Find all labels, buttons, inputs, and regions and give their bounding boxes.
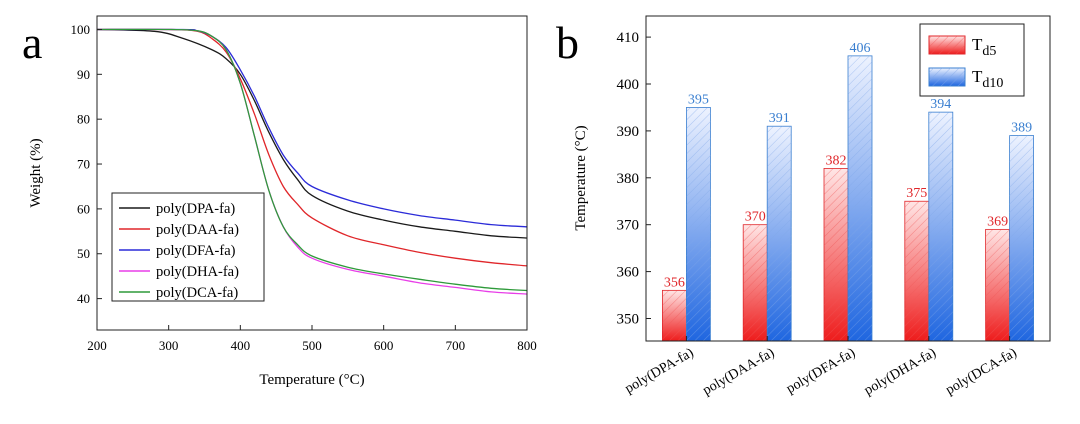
tga-y-tick-label: 100 xyxy=(71,22,91,37)
tga-y-tick-label: 90 xyxy=(77,67,90,82)
tga-series-line-0 xyxy=(96,28,528,239)
bar-hatch-td10-2 xyxy=(848,55,872,341)
bar-value-label-td5-3: 375 xyxy=(906,186,927,201)
bar-hatch-td5-4 xyxy=(985,229,1010,341)
bar-value-label-td10-3: 394 xyxy=(930,97,951,112)
tga-x-tick-label: 500 xyxy=(302,338,322,353)
tga-series-line-4 xyxy=(96,28,528,292)
tga-x-tick-label: 300 xyxy=(159,338,179,353)
tga-y-axis-label: Weight (%) xyxy=(28,138,44,207)
td-x-category-label: poly(DAA-fa) xyxy=(700,345,777,398)
tga-x-tick-label: 800 xyxy=(517,338,537,353)
td-y-axis-label: Temperature (°C) xyxy=(573,125,589,230)
legend-swatch-td10-hatch xyxy=(929,68,965,86)
bar-value-label-td5-0: 356 xyxy=(664,275,685,290)
td-x-category-label: poly(DPA-fa) xyxy=(623,345,697,396)
tga-y-tick-label: 60 xyxy=(77,201,90,216)
td-bar-chart: 356 395 370 391 382 406 375 394 369 389 350 360 370… xyxy=(573,15,1051,399)
bar-value-label-td5-1: 370 xyxy=(745,210,766,225)
bar-value-label-td10-1: 391 xyxy=(769,111,790,126)
td-x-category-label: poly(DCA-fa) xyxy=(943,345,1019,398)
tga-x-axis-label: Temperature (°C) xyxy=(259,372,364,388)
td-y-tick-label: 360 xyxy=(617,265,640,281)
tga-y-tick-label: 80 xyxy=(77,112,90,127)
tga-legend-label: poly(DHA-fa) xyxy=(156,264,239,280)
tga-legend-label: poly(DPA-fa) xyxy=(156,201,235,217)
bar-value-label-td5-2: 382 xyxy=(826,153,847,168)
td-y-tick-label: 350 xyxy=(617,311,640,327)
tga-legend-box xyxy=(111,192,265,302)
tga-legend-label: poly(DFA-fa) xyxy=(156,243,236,259)
bar-hatch-td10-0 xyxy=(686,107,711,341)
tga-line-chart: 200 300 400 500 600 700 800 40 50 60 70 80 90 100 Te… xyxy=(28,15,537,388)
tga-legend-label: poly(DAA-fa) xyxy=(156,222,239,238)
tga-x-tick-label: 200 xyxy=(87,338,107,353)
td-y-tick-label: 370 xyxy=(617,218,640,234)
td-y-tick-label: 380 xyxy=(617,171,640,187)
tga-series-line-1 xyxy=(96,28,528,267)
td-legend: Td5 Td10 xyxy=(919,23,1025,97)
legend-label-td10: Td10 xyxy=(972,67,1003,91)
td-x-category-label: poly(DHA-fa) xyxy=(862,345,939,398)
bar-hatch-td10-4 xyxy=(1009,135,1034,341)
tga-x-tick-label: 700 xyxy=(446,338,466,353)
bar-value-label-td10-4: 389 xyxy=(1011,121,1032,136)
bar-hatch-td5-2 xyxy=(824,168,848,341)
tga-x-tick-label: 400 xyxy=(231,338,251,353)
td-x-category-label: poly(DFA-fa) xyxy=(784,345,858,397)
td-y-tick-label: 390 xyxy=(617,124,640,140)
tga-legend-label: poly(DCA-fa) xyxy=(156,285,238,301)
tga-y-tick-label: 50 xyxy=(77,246,90,261)
panel-label-b: b xyxy=(556,17,579,68)
legend-label-td5: Td5 xyxy=(972,35,996,59)
legend-swatch-td5-hatch xyxy=(929,36,965,54)
tga-y-tick-label: 70 xyxy=(77,157,90,172)
panel-label-a: a xyxy=(22,17,42,68)
bar-hatch-td5-1 xyxy=(743,224,768,341)
bar-hatch-td10-3 xyxy=(928,112,953,341)
td-y-tick-label: 410 xyxy=(617,30,640,46)
tga-legend: poly(DPA-fa) poly(DAA-fa) poly(DFA-fa) poly… xyxy=(111,192,265,302)
bar-hatch-td10-1 xyxy=(767,126,792,342)
bar-hatch-td5-3 xyxy=(904,201,929,341)
tga-y-tick-label: 40 xyxy=(77,291,90,306)
bar-value-label-td10-0: 395 xyxy=(688,92,709,107)
bar-hatch-td5-0 xyxy=(662,290,687,341)
tga-x-tick-label: 600 xyxy=(374,338,394,353)
bar-value-label-td10-2: 406 xyxy=(850,41,871,56)
td-y-tick-label: 400 xyxy=(617,77,640,93)
bar-value-label-td5-4: 369 xyxy=(987,214,1008,229)
